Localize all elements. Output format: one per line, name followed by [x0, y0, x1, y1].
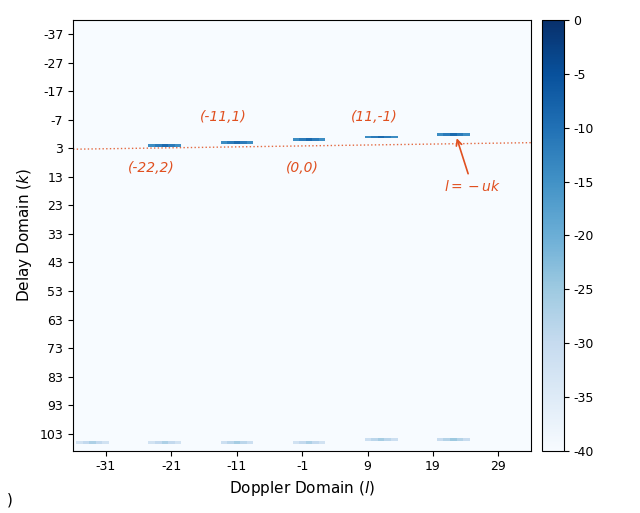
Text: ): ) [6, 493, 12, 508]
Text: (-11,1): (-11,1) [200, 110, 247, 124]
Text: $l = -uk$: $l = -uk$ [444, 140, 501, 194]
X-axis label: Doppler Domain ($l$): Doppler Domain ($l$) [229, 479, 375, 498]
Text: (11,-1): (11,-1) [351, 110, 397, 124]
Text: (-22,2): (-22,2) [128, 161, 175, 175]
Y-axis label: Delay Domain ($k$): Delay Domain ($k$) [15, 168, 34, 302]
Text: (0,0): (0,0) [285, 161, 319, 175]
